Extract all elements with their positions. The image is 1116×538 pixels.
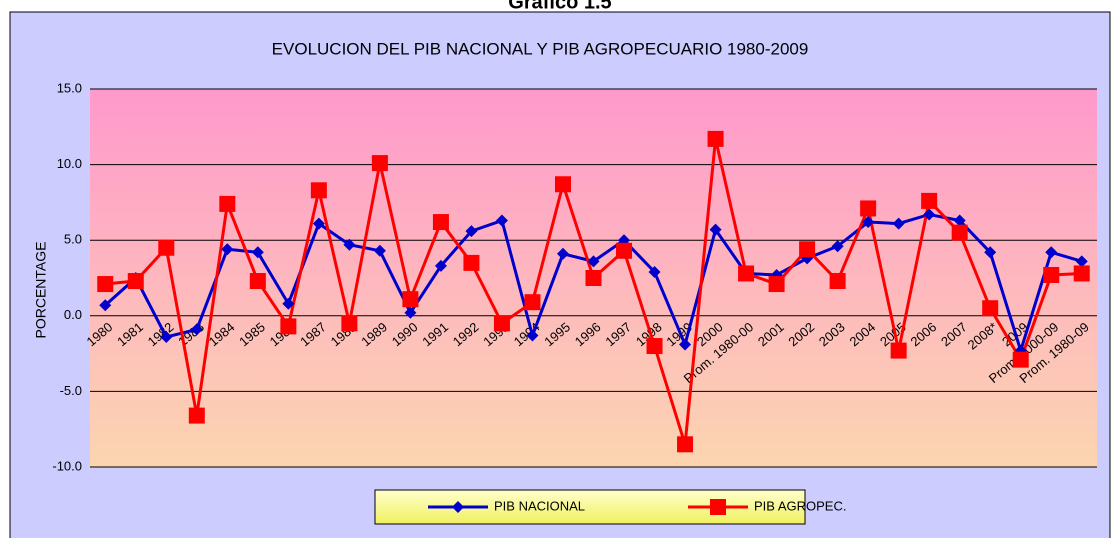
legend-marker bbox=[452, 501, 464, 513]
data-point bbox=[862, 216, 875, 229]
y-tick-label: -10.0 bbox=[52, 458, 82, 473]
data-point bbox=[160, 330, 173, 343]
data-point bbox=[465, 225, 478, 238]
data-point bbox=[404, 306, 417, 319]
data-point bbox=[677, 436, 694, 453]
data-point bbox=[554, 176, 571, 193]
data-point bbox=[984, 246, 997, 259]
data-point bbox=[646, 338, 663, 355]
data-point bbox=[402, 291, 419, 308]
data-point bbox=[921, 192, 938, 209]
data-point bbox=[707, 130, 724, 147]
data-point bbox=[709, 223, 722, 236]
data-point bbox=[282, 297, 295, 310]
data-point bbox=[280, 318, 297, 335]
data-point bbox=[953, 214, 966, 227]
data-point bbox=[99, 299, 112, 312]
data-point bbox=[341, 315, 358, 332]
data-point bbox=[738, 265, 755, 282]
data-point bbox=[310, 182, 327, 199]
data-point bbox=[249, 273, 266, 290]
data-point bbox=[1045, 246, 1058, 259]
data-point bbox=[432, 214, 449, 231]
y-axis-label: PORCENTAGE bbox=[33, 242, 49, 339]
data-point bbox=[221, 243, 234, 256]
data-point bbox=[526, 329, 539, 342]
data-point bbox=[463, 254, 480, 271]
data-point bbox=[127, 273, 144, 290]
data-point bbox=[616, 242, 633, 259]
data-point bbox=[1075, 255, 1088, 268]
data-point bbox=[831, 240, 844, 253]
data-point bbox=[799, 241, 816, 258]
y-tick-label: 10.0 bbox=[57, 156, 82, 171]
legend-label: PIB NACIONAL bbox=[494, 498, 585, 513]
legend-marker bbox=[710, 499, 726, 515]
data-point bbox=[251, 246, 264, 259]
data-point bbox=[371, 155, 388, 172]
y-tick-label: 0.0 bbox=[64, 307, 82, 322]
data-point bbox=[190, 323, 203, 336]
data-point bbox=[343, 238, 356, 251]
data-point bbox=[679, 338, 692, 351]
data-point bbox=[951, 224, 968, 241]
data-point bbox=[188, 407, 205, 424]
data-point bbox=[493, 315, 510, 332]
data-point bbox=[982, 300, 999, 317]
data-point bbox=[768, 276, 785, 293]
data-point bbox=[890, 342, 907, 359]
data-point bbox=[495, 214, 508, 227]
data-point bbox=[524, 294, 541, 311]
data-point bbox=[587, 255, 600, 268]
data-point bbox=[1043, 266, 1060, 283]
data-point bbox=[1012, 351, 1029, 368]
data-point bbox=[1073, 265, 1090, 282]
y-tick-label: 5.0 bbox=[64, 232, 82, 247]
data-point bbox=[829, 273, 846, 290]
data-point bbox=[556, 247, 569, 260]
data-point bbox=[892, 217, 905, 230]
legend-label: PIB AGROPEC. bbox=[754, 498, 846, 513]
data-point bbox=[648, 265, 661, 278]
data-point bbox=[312, 217, 325, 230]
data-point bbox=[158, 239, 175, 256]
caption: Gráfico 1.5 bbox=[508, 0, 611, 13]
data-point bbox=[585, 270, 602, 286]
y-tick-label: -5.0 bbox=[60, 383, 82, 398]
data-point bbox=[860, 200, 877, 217]
data-point bbox=[434, 259, 447, 272]
data-point bbox=[923, 208, 936, 221]
data-point bbox=[219, 195, 236, 212]
y-tick-label: 15.0 bbox=[57, 80, 82, 95]
chart-title: EVOLUCION DEL PIB NACIONAL Y PIB AGROPEC… bbox=[272, 39, 809, 58]
data-point bbox=[373, 244, 386, 257]
data-point bbox=[97, 276, 114, 293]
